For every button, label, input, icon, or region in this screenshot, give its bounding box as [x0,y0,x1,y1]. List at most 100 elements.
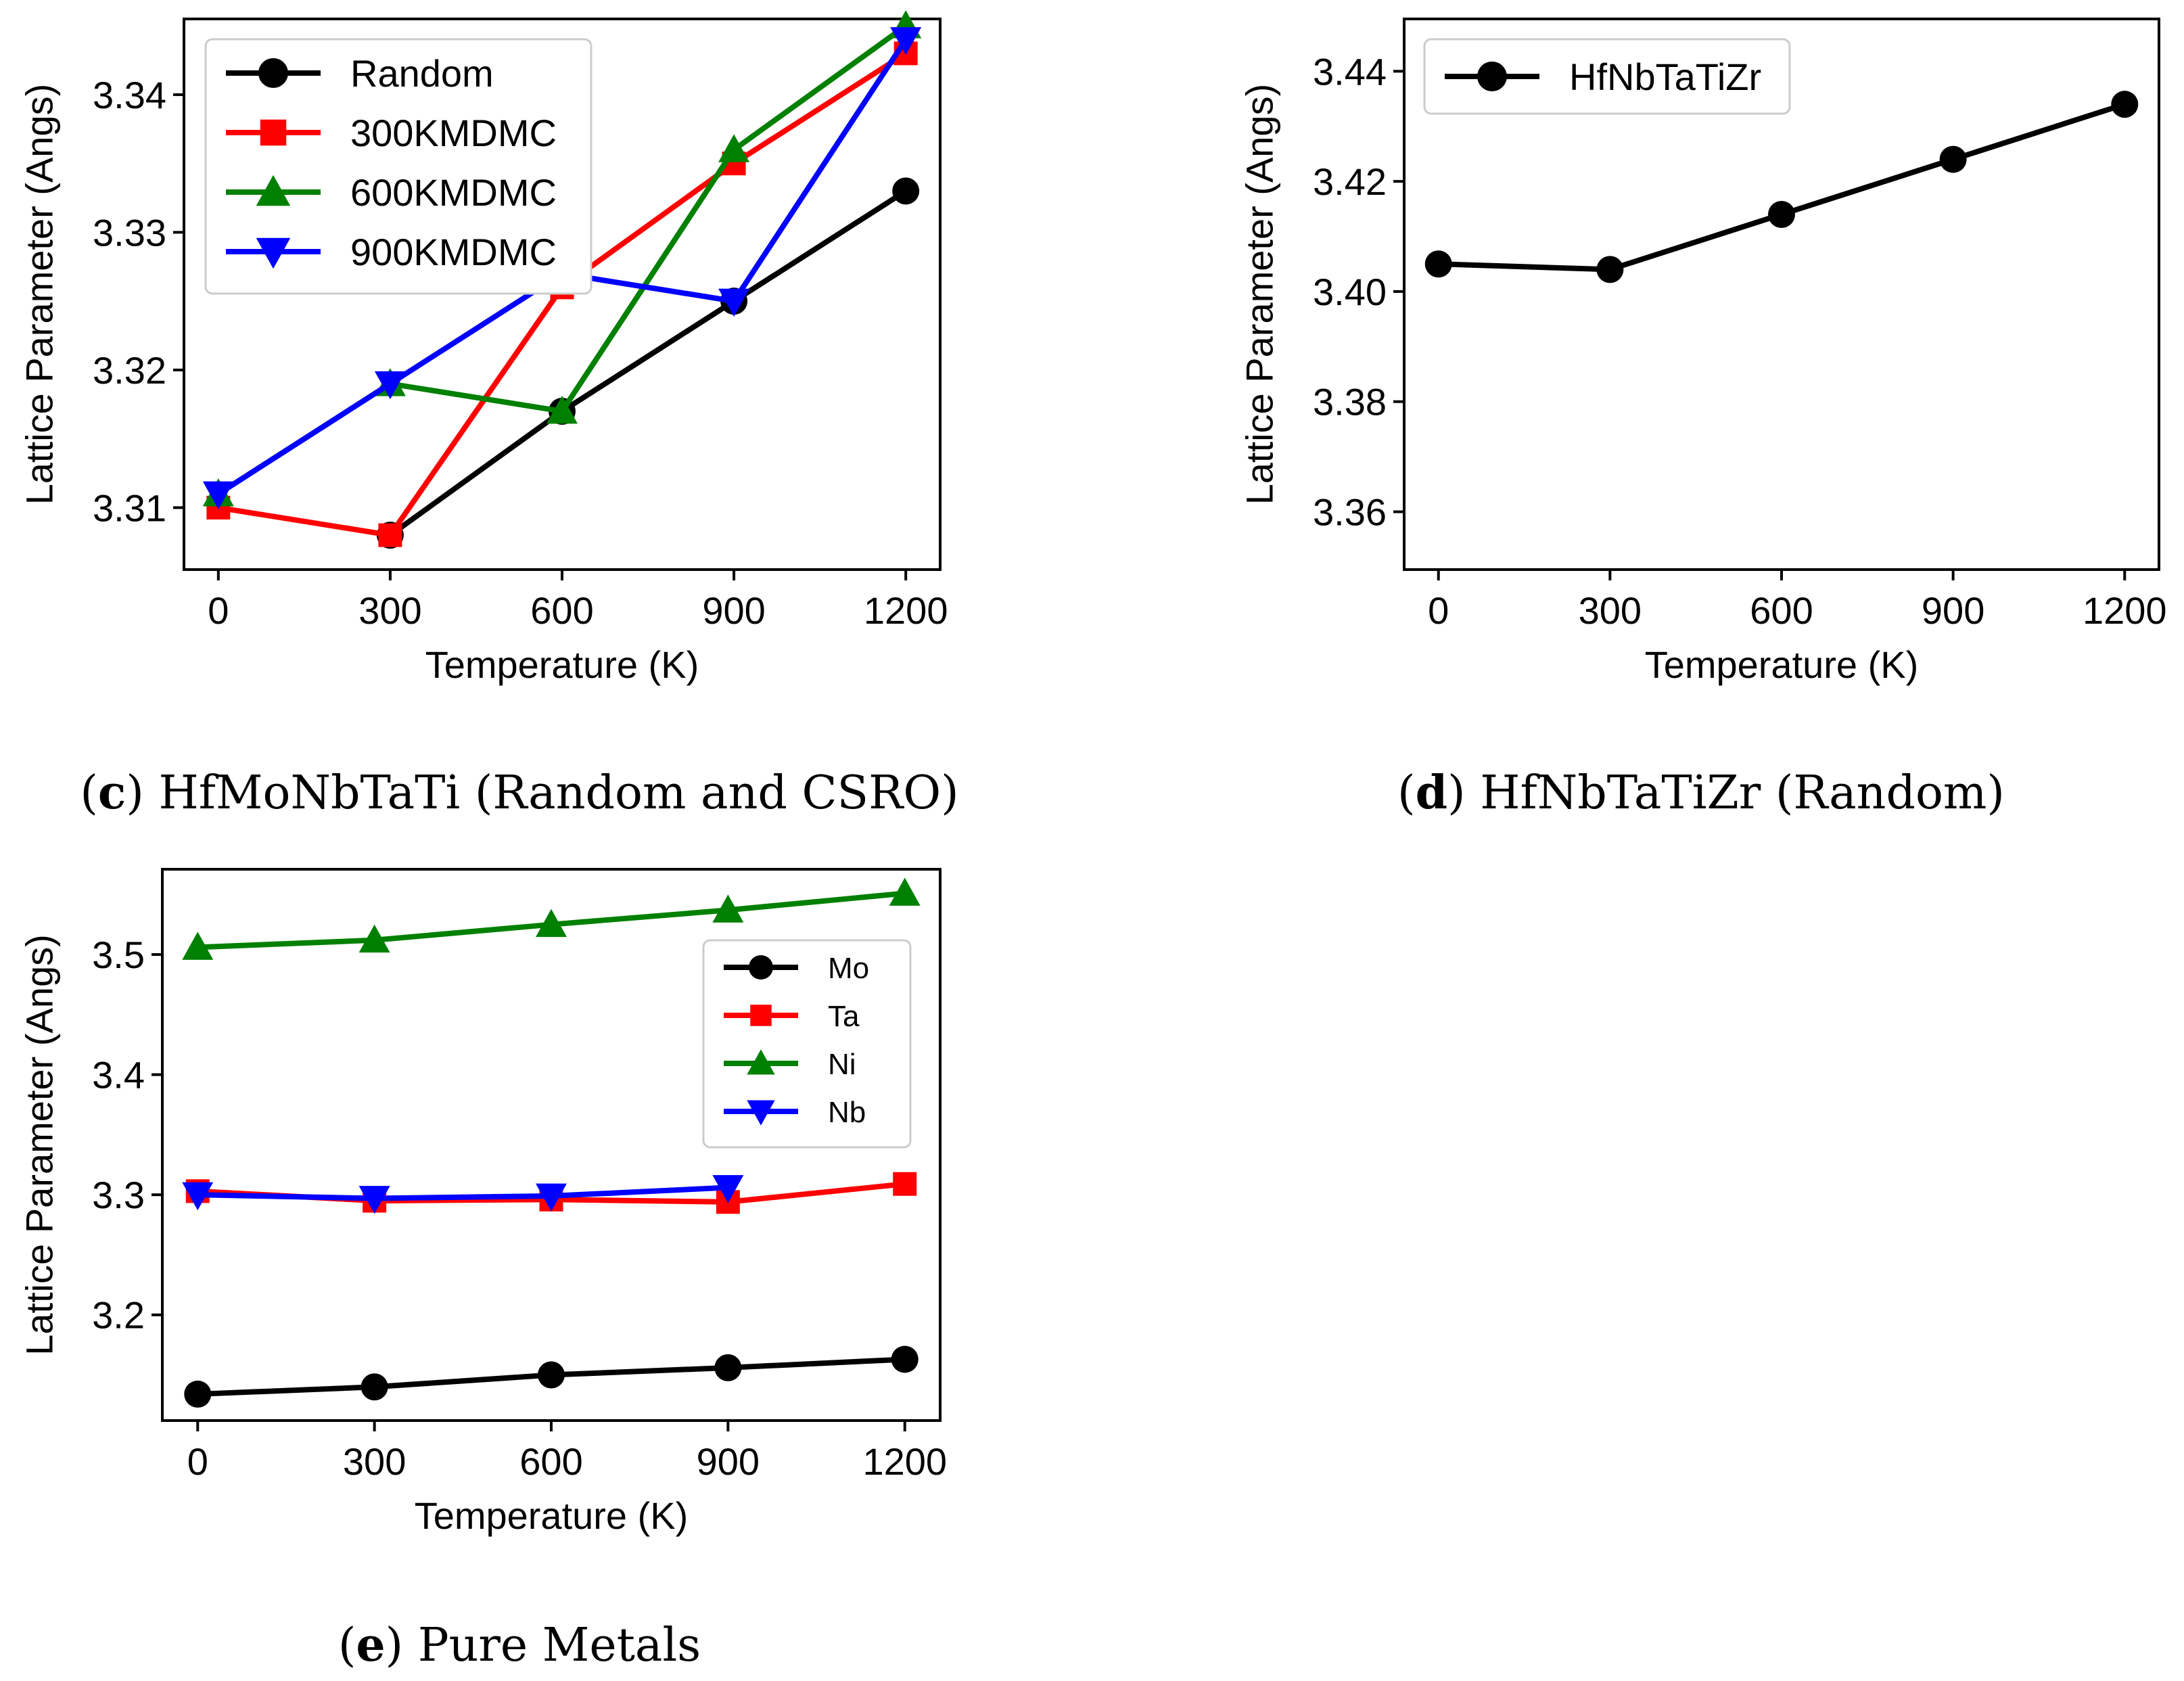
legend-marker [1477,62,1507,91]
x-tick-label: 1200 [2083,589,2167,632]
data-point [374,371,406,400]
data-point [714,1354,742,1381]
legend-marker [256,175,291,206]
data-point [1596,256,1624,283]
chart-panel-c: 0 300 600 900 1200 3.31 3.32 3.33 3.34 Temperatur… [18,10,959,820]
legend-label: 900KMDMC [350,231,557,273]
data-point [378,523,402,547]
legend: Random 300KMDMC 600KMDMC 900KMDMC [204,38,593,295]
data-point [182,931,214,960]
data-point [889,877,921,906]
y-axis-label: Lattice Parameter (Angs) [18,84,61,505]
legend-marker [258,58,288,88]
y-tick-label: 3.4 [92,1054,145,1097]
series-line [388,189,908,538]
y-axis-label: Lattice Parameter (Angs) [18,934,61,1355]
series-Mo [184,1345,919,1408]
data-point [202,481,234,510]
data-point [890,27,922,55]
legend: Mo Ta Ni Nb [702,939,912,1149]
series-HfNbTaTiZr [1424,91,2139,283]
series-line [198,1184,728,1201]
legend-box [1423,38,1791,115]
data-point [712,1175,744,1203]
y-tick-label: 3.44 [1313,50,1387,93]
x-tick-label: 900 [702,589,765,632]
y-tick-label: 3.36 [1313,491,1387,534]
x-tick-label: 300 [343,1440,406,1483]
x-tick-label: 300 [358,589,421,632]
y-tick-label: 3.32 [93,349,166,392]
data-point [182,1182,214,1211]
data-point [893,1172,917,1196]
x-axis-label: Temperature (K) [425,643,699,686]
series-line [1438,101,2126,273]
y-tick-label: 3.34 [93,74,166,116]
x-tick-label: 600 [519,1440,582,1483]
y-tick-label: 3.3 [92,1174,145,1216]
y-tick-label: 3.38 [1313,381,1387,423]
legend-marker [260,119,287,146]
x-axis-label: Temperature (K) [415,1494,689,1537]
x-axis-label: Temperature (K) [1645,643,1919,686]
data-point [536,908,567,938]
chart-panel-e: 0 300 600 900 1200 3.2 3.3 3.4 3.5 Temperature (K… [18,868,947,1672]
x-tick-label: 900 [1922,589,1984,632]
legend-marker [749,955,773,980]
data-point [718,134,750,162]
x-tick-label: 300 [1579,589,1642,632]
x-tick-label: 0 [1428,589,1449,632]
legend-label: HfNbTaTiZr [1569,55,1761,98]
y-tick-label: 3.2 [92,1294,145,1337]
y-tick-label: 3.31 [93,486,166,529]
x-tick-label: 0 [208,589,229,632]
legend-label: 300KMDMC [350,112,557,154]
data-point [361,1373,388,1401]
data-point [712,894,744,923]
legend-marker [747,1100,775,1126]
data-point [538,1361,565,1389]
figure-caption: (e) Pure Metals [338,1618,701,1672]
data-point [536,1183,567,1212]
legend-label: Random [350,52,494,95]
data-point [1939,145,1967,173]
legend-marker [256,237,291,269]
figure-caption: (c) HfMoNbTaTi (Random and CSRO) [80,766,958,820]
data-point [358,1186,390,1214]
data-point [892,177,920,205]
x-tick-label: 1200 [864,589,948,632]
x-tick-label: 600 [530,589,593,632]
legend-label: Ta [828,1000,860,1033]
data-point [1768,200,1795,228]
y-axis-label: Lattice Parameter (Angs) [1238,84,1281,505]
y-tick-label: 3.42 [1313,160,1387,203]
y-tick-label: 3.5 [92,934,145,976]
legend-box [702,939,912,1149]
legend-label: 600KMDMC [350,171,557,214]
data-point [547,395,578,424]
data-point [718,288,750,317]
legend-marker [750,1005,772,1026]
x-tick-label: 0 [187,1440,208,1483]
data-point [891,1345,919,1373]
legend: HfNbTaTiZr [1423,38,1791,115]
chart-panel-d: 0 300 600 900 1200 3.36 3.38 3.40 3.42 3.44 Temper… [1238,18,2167,820]
figure-caption: (d) HfNbTaTiZr (Random) [1397,766,2005,820]
legend-box [204,38,593,295]
series-Ni [182,877,921,960]
legend-marker [747,1049,775,1075]
y-tick-label: 3.40 [1313,271,1387,313]
x-tick-label: 900 [697,1440,760,1483]
y-tick-label: 3.33 [93,211,166,254]
data-point [1424,250,1452,278]
legend-label: Ni [828,1048,856,1081]
data-point [2111,91,2139,118]
series-Nb [182,1175,744,1214]
x-tick-label: 1200 [862,1440,947,1483]
data-point [358,924,390,953]
legend-label: Nb [828,1096,866,1129]
data-point [184,1380,212,1408]
legend-label: Mo [828,952,869,985]
x-tick-label: 600 [1750,589,1813,632]
